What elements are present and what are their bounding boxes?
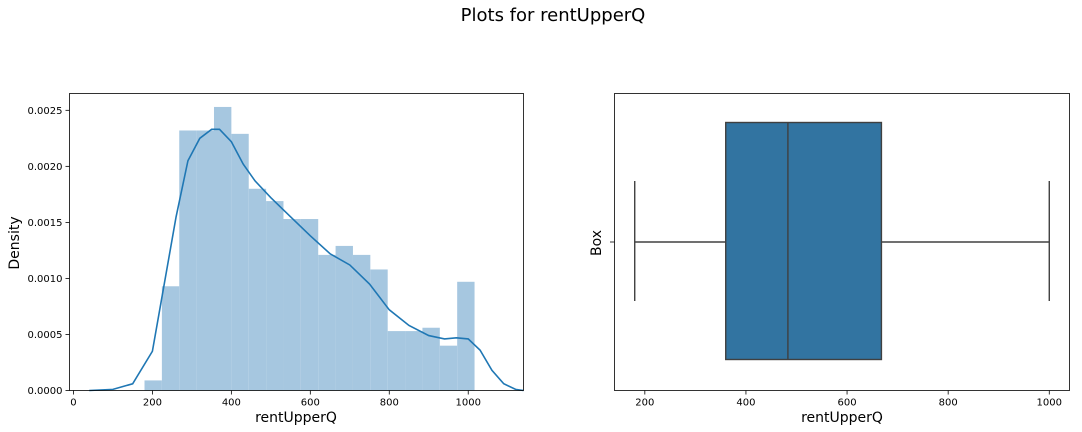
x-tick-label: 600 (838, 398, 857, 409)
histogram-bar-18 (457, 281, 475, 391)
y-tick-label: 0.0010 (28, 274, 63, 285)
histogram-bar-3 (196, 130, 214, 391)
histogram-bar-4 (213, 106, 232, 391)
x-axis-label: rentUpperQ (255, 410, 337, 426)
x-tick-label: 200 (635, 398, 654, 409)
histogram-bar-14 (387, 331, 406, 391)
x-tick-label: 200 (143, 398, 162, 409)
y-axis-label: Box (589, 230, 605, 256)
histogram-bars (144, 106, 475, 391)
box-plot (634, 121, 1050, 361)
y-tick-label: 0.0025 (28, 106, 63, 117)
histogram-bar-6 (248, 188, 267, 391)
histogram-axes: 0 200 400 600 800 1000 0.00000.00050.00100.00… (7, 93, 524, 426)
histogram-bar-0 (144, 380, 162, 391)
histogram-bar-17 (439, 345, 458, 391)
y-tick-label: 0.0005 (28, 330, 63, 341)
figure-title: Plots for rentUpperQ (461, 5, 646, 26)
histogram-bar-5 (231, 133, 249, 391)
histogram-bar-12 (352, 254, 371, 391)
boxplot-axes: 200 400 600 800 1000 rentUpperQ Box (589, 93, 1070, 426)
x-tick-label: 800 (380, 398, 399, 409)
histogram-bar-15 (405, 331, 423, 391)
x-ticks: 200 400 600 800 1000 (635, 390, 1062, 409)
histogram-bar-1 (161, 286, 180, 391)
x-tick-label: 600 (301, 398, 320, 409)
x-tick-label: 1000 (1037, 398, 1062, 409)
y-tick-label: 0.0015 (28, 218, 63, 229)
y-tick-label: 0.0000 (28, 386, 63, 397)
x-tick-label: 400 (222, 398, 241, 409)
histogram-bar-9 (300, 219, 319, 391)
y-tick-label: 0.0020 (28, 162, 63, 173)
histogram-bar-13 (370, 269, 388, 391)
histogram-bar-8 (283, 219, 301, 391)
kde-line (89, 128, 524, 392)
histogram-frame (69, 93, 524, 391)
y-axis-label: Density (7, 216, 23, 269)
y-ticks: 0.0000 0.0005 0.0010 0.0015 0.0020 0.0025 (28, 106, 70, 397)
histogram-bar-7 (266, 201, 284, 391)
x-tick-label: 1000 (456, 398, 481, 409)
x-tick-label: 400 (736, 398, 755, 409)
x-ticks: 0 200 400 600 800 1000 (70, 390, 481, 409)
histogram-bar-16 (422, 327, 440, 391)
x-axis-label: rentUpperQ (801, 410, 883, 426)
histogram-bar-2 (179, 130, 197, 391)
iqr-box (725, 121, 883, 361)
histogram-bar-10 (318, 254, 336, 391)
x-tick-label: 0 (70, 398, 76, 409)
x-tick-label: 800 (939, 398, 958, 409)
histogram-bar-11 (335, 245, 353, 391)
